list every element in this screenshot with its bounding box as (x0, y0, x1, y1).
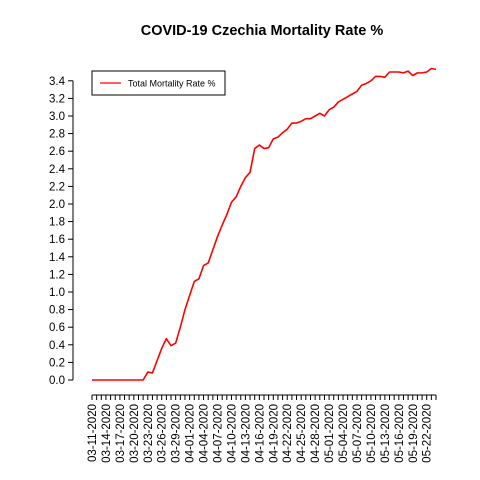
x-tick-label: 03-14-2020 (101, 404, 113, 463)
x-tick-label: 04-13-2020 (240, 404, 252, 463)
x-tick-label: 03-20-2020 (129, 404, 141, 463)
legend: Total Mortality Rate % (91, 70, 226, 96)
y-tick-label: 0.4 (49, 340, 66, 352)
y-tick-label: 2.6 (49, 146, 65, 158)
x-tick-label: 05-19-2020 (408, 404, 420, 463)
x-tick-label: 04-01-2020 (185, 404, 197, 463)
y-tick-label: 3.4 (49, 76, 66, 88)
x-tick-label: 04-25-2020 (296, 404, 308, 463)
chart-title: COVID-19 Czechia Mortality Rate % (141, 23, 384, 39)
y-tick-label: 1.4 (49, 252, 66, 264)
y-tick-label: 2.8 (49, 129, 65, 141)
legend-label: Total Mortality Rate % (128, 79, 216, 89)
x-tick-label: 05-01-2020 (324, 404, 336, 463)
x-tick-label: 03-23-2020 (143, 404, 155, 463)
x-tick-label: 05-13-2020 (380, 404, 392, 463)
y-tick-label: 2.4 (49, 164, 66, 176)
x-axis: 03-11-2020 03-14-2020 03-17-2020 03-20-2020… (87, 394, 437, 463)
y-tick-label: 1.0 (49, 287, 65, 299)
y-tick-label: 3.2 (49, 93, 65, 105)
x-tick-label: 05-22-2020 (422, 404, 434, 463)
plot-area (92, 67, 437, 381)
x-tick-label: 04-16-2020 (254, 404, 266, 463)
y-tick-label: 0.8 (49, 305, 65, 317)
x-tick-label: 03-11-2020 (87, 404, 99, 462)
y-tick-label: 3.0 (49, 111, 65, 123)
y-tick-label: 0.0 (49, 375, 65, 387)
x-tick-label: 04-10-2020 (226, 404, 238, 463)
x-tick-label: 04-19-2020 (268, 404, 280, 463)
series-line-total-mortality-rate (92, 67, 437, 381)
x-tick-label: 03-26-2020 (157, 404, 169, 463)
x-tick-label: 04-22-2020 (282, 404, 294, 463)
x-tick-label: 05-16-2020 (394, 404, 406, 463)
x-tick-label: 05-10-2020 (366, 404, 378, 463)
y-tick-label: 0.6 (49, 322, 65, 334)
x-tick-label: 05-04-2020 (338, 404, 350, 463)
x-tick-label: 04-28-2020 (310, 404, 322, 463)
y-tick-label: 0.2 (49, 357, 65, 369)
x-tick-label: 04-04-2020 (199, 404, 211, 463)
y-tick-label: 1.2 (49, 269, 65, 281)
x-tick-label: 03-29-2020 (171, 404, 183, 463)
x-tick-label: 04-07-2020 (213, 404, 225, 463)
y-tick-label: 2.0 (49, 199, 65, 211)
y-tick-label: 1.8 (49, 217, 65, 229)
x-tick-label: 05-07-2020 (352, 404, 364, 463)
y-tick-label: 1.6 (49, 234, 65, 246)
y-tick-label: 2.2 (49, 181, 65, 193)
y-axis: 0.0 0.2 0.4 0.6 0.8 1.0 1.2 1.4 1.6 1.8 2.0 2.2 2.4 2… (49, 76, 74, 387)
x-tick-label: 03-17-2020 (115, 404, 127, 463)
